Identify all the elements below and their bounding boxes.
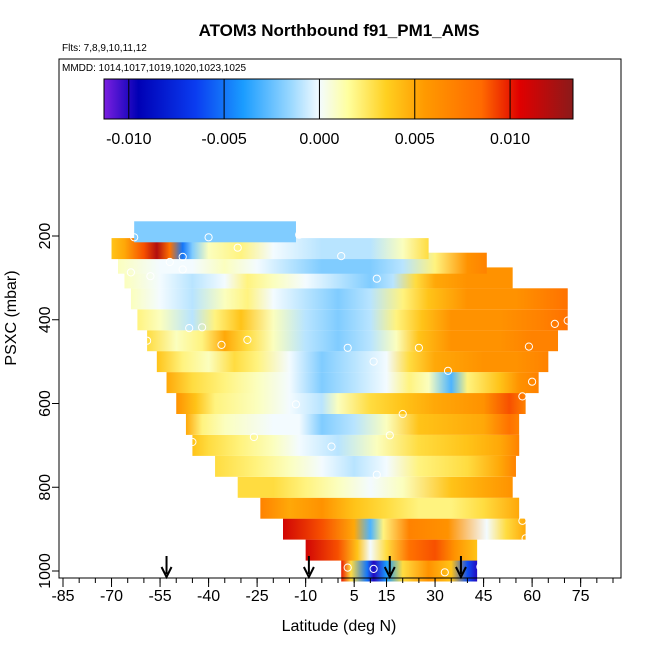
heatmap-row [185,413,520,435]
y-tick-label: 600 [37,390,54,417]
heatmap-row [134,221,296,243]
data-point-marker [385,431,394,440]
data-point-marker [291,400,300,409]
flight-arrow-head [455,566,467,580]
flight-arrow-head [383,566,396,580]
data-point-marker [518,392,527,401]
data-point-marker [130,233,139,242]
data-point-marker [521,534,530,543]
data-point-marker [372,470,381,479]
x-tick-label: 45 [475,588,493,605]
colorbar-tick-label: -0.005 [201,131,246,148]
data-point-marker [198,323,207,332]
heatmap-row [111,238,429,260]
data-point-marker [431,242,440,251]
y-axis-title: PSXC (mbar) [3,270,20,365]
heatmap-row [176,393,526,414]
heatmap-row [260,497,520,519]
x-tick-label: 30 [426,588,444,605]
x-tick-label: 5 [350,588,359,605]
data-point-marker [518,516,527,525]
heatmap-row [192,434,520,456]
x-tick-label: 15 [378,588,396,605]
y-axis: 200 400 600 800 1000 [37,223,59,589]
data-point-marker [414,343,423,352]
x-tick-label: 75 [572,588,590,605]
data-point-marker [243,335,252,344]
flight-arrow-head [302,566,315,580]
colorbar-tick-label: 0.000 [299,131,339,148]
heatmap-row [156,351,549,373]
heatmap-row [237,476,513,498]
heatmap-row [147,330,559,352]
data-point-marker [146,272,155,281]
colorbar [104,79,573,119]
data-point-marker [178,252,187,261]
x-tick-label: -55 [148,588,171,605]
colorbar-border [103,78,574,120]
data-point-marker [398,409,407,419]
data-point-marker [178,265,187,274]
heatmap-row [130,288,568,310]
x-tick-label: -25 [246,588,269,605]
data-point-marker [476,562,485,571]
flight-arrows [160,556,467,580]
data-point-marker [126,268,135,277]
data-point-marker [372,274,381,283]
colorbar-tick-label: 0.005 [395,131,435,148]
data-point-marker [369,564,378,574]
data-point-marker [563,316,572,325]
data-point-marker [369,357,378,366]
measurement-markers [126,230,572,577]
data-point-marker [204,233,213,242]
colorbar-tick-label: 0.010 [490,131,530,148]
heatmap-row [305,539,478,561]
y-tick-label: 200 [37,223,54,250]
x-tick-label: -10 [294,588,317,605]
data-point-marker [188,437,197,447]
heatmap-area [111,221,568,582]
colorbar-tick-lines [128,79,511,119]
x-axis-title: Latitude (deg N) [282,618,397,635]
data-point-marker [233,243,242,252]
y-tick-label: 800 [37,474,54,501]
chart-title: ATOM3 Northbound f91_PM1_AMS [199,21,480,40]
x-tick-label: -40 [197,588,220,605]
colorbar-tick-label: -0.010 [106,131,151,148]
x-tick-label: 60 [523,588,541,605]
heatmap-row [166,372,539,394]
y-tick-label: 400 [37,306,54,333]
data-point-marker [165,257,174,267]
heatmap-row [283,518,526,540]
data-point-marker [295,230,304,239]
data-point-marker [217,340,226,349]
flight-arrow-head [160,566,173,580]
data-point-marker [443,366,453,375]
flights-note: Flts: 7,8,9,10,11,12 [62,43,147,54]
y-tick-label: 1000 [37,553,54,589]
data-point-marker [343,563,352,572]
data-point-marker [528,377,537,386]
heatmap-row [137,309,568,331]
plot-frame [58,58,622,579]
data-point-marker [337,252,346,261]
date-note: MMDD: 1014,1017,1019,1020,1023,1025 [62,63,246,74]
data-point-marker [343,343,352,352]
data-point-marker [185,324,194,333]
x-tick-label: -85 [51,588,74,605]
heatmap-row [215,455,516,477]
colorbar-labels: -0.010 -0.005 0.000 0.005 0.010 [106,131,530,148]
x-axis: -85 -70 -55 -40 -25 -10 5 15 30 45 60 75 [51,578,614,605]
data-point-marker [249,432,258,442]
data-point-marker [327,442,336,451]
x-tick-label: -70 [100,588,123,605]
data-point-marker [143,336,152,345]
data-point-marker [440,568,449,577]
data-point-marker [524,342,534,351]
data-point-marker [550,319,559,328]
